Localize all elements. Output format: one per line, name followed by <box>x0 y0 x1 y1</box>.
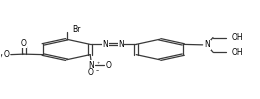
Text: O: O <box>106 61 112 70</box>
Text: $^+$: $^+$ <box>96 61 102 66</box>
Text: Br: Br <box>72 25 81 34</box>
Text: $^-$: $^-$ <box>95 69 100 74</box>
Text: OH: OH <box>232 33 243 42</box>
Text: O: O <box>87 68 93 77</box>
Text: O: O <box>3 50 9 59</box>
Text: OH: OH <box>232 48 243 57</box>
Text: N: N <box>102 40 108 49</box>
Text: N: N <box>205 40 211 49</box>
Text: N: N <box>118 40 124 49</box>
Text: N: N <box>89 61 94 70</box>
Text: O: O <box>21 39 27 48</box>
